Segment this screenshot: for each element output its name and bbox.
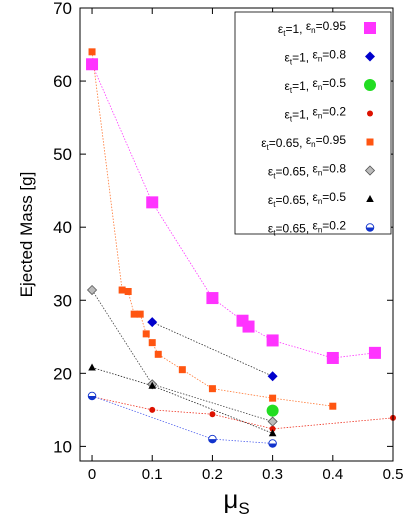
legend-marker <box>366 195 374 202</box>
legend-label: εt=0.65, εn=0.5 <box>268 190 346 209</box>
series-line-6 <box>91 367 273 434</box>
x-tick-label: 0.5 <box>383 466 404 483</box>
data-point-series-5 <box>86 284 98 296</box>
data-point-series-0 <box>368 346 381 359</box>
x-axis-label-subscript: S <box>238 499 249 518</box>
series-line-3 <box>91 396 394 430</box>
data-point-series-0 <box>86 58 99 71</box>
legend-label: εt=1, εn=0.8 <box>285 48 347 67</box>
legend-marker <box>364 22 376 34</box>
data-point-series-3 <box>209 411 216 418</box>
x-axis-label-main: μ <box>223 484 238 514</box>
data-point-series-4 <box>142 330 150 338</box>
legend-marker <box>364 79 376 91</box>
x-axis-label: μS <box>223 484 249 518</box>
y-tick-label: 10 <box>53 437 72 456</box>
legend-label: εt=1, εn=0.2 <box>285 105 347 124</box>
data-point-series-0 <box>206 292 219 305</box>
x-tick-label: 0.3 <box>262 466 283 483</box>
data-point-series-7 <box>87 391 97 401</box>
legend-marker <box>367 110 373 117</box>
data-point-series-4 <box>208 385 216 393</box>
data-point-series-1 <box>147 317 158 328</box>
series-markers <box>86 48 396 448</box>
legend-marker <box>365 223 375 232</box>
data-point-series-4 <box>329 402 337 410</box>
data-point-series-2 <box>266 404 279 417</box>
legend-label: εt=1, εn=0.95 <box>278 19 346 38</box>
data-point-series-6 <box>88 363 96 371</box>
legend-label: εt=0.65, εn=0.8 <box>268 162 346 181</box>
data-point-series-3 <box>149 406 156 413</box>
data-point-series-7 <box>268 439 277 448</box>
legend-marker <box>364 165 376 176</box>
y-axis-label: Ejected Mass [g] <box>17 172 36 298</box>
legend-label: εt=0.65, εn=0.95 <box>261 133 346 152</box>
data-point-series-4 <box>118 286 126 294</box>
data-point-series-3 <box>269 425 276 432</box>
data-point-series-4 <box>88 48 96 56</box>
legend: εt=1, εn=0.95 εt=1, εn=0.8 εt=1, εn=0.5 εt=… <box>234 11 392 238</box>
data-point-series-4 <box>154 350 162 358</box>
y-tick-label: 60 <box>53 72 72 91</box>
series-line-0 <box>91 64 375 359</box>
legend-label: εt=0.65, εn=0.2 <box>268 219 346 238</box>
y-tick-label: 50 <box>53 145 72 164</box>
data-point-series-0 <box>242 320 255 333</box>
data-point-series-1 <box>267 371 278 382</box>
data-point-series-6 <box>148 381 157 389</box>
series-line-7 <box>91 395 273 444</box>
legend-label: εt=1, εn=0.5 <box>285 76 347 95</box>
x-tick-label: 0 <box>88 466 96 483</box>
data-point-series-7 <box>208 434 217 444</box>
y-tick-label: 40 <box>53 218 72 237</box>
legend-box <box>234 11 392 235</box>
data-point-series-5 <box>267 416 278 427</box>
x-tick-label: 0.1 <box>142 466 163 483</box>
data-point-series-4 <box>124 287 132 295</box>
series-line-5 <box>91 289 273 422</box>
x-tick-label: 0.4 <box>322 466 343 483</box>
legend-marker <box>365 51 375 62</box>
series-line-1 <box>152 321 273 377</box>
x-tick-label: 0.2 <box>202 466 223 483</box>
legend-marker <box>366 138 374 146</box>
data-point-series-0 <box>326 351 339 364</box>
y-tick-label: 30 <box>53 291 72 310</box>
y-tick-label: 20 <box>53 364 72 383</box>
plot-frame <box>79 7 394 462</box>
data-point-series-4 <box>148 339 156 347</box>
y-tick-label: 70 <box>53 0 72 18</box>
data-point-series-4 <box>130 310 138 318</box>
data-point-series-6 <box>268 429 277 437</box>
data-point-series-4 <box>178 366 186 374</box>
axis-ticks: 0 0.1 0.2 0.3 0.4 0.5 10 20 30 40 50 60 70 <box>53 0 403 483</box>
data-point-series-0 <box>266 334 279 347</box>
data-point-series-0 <box>146 196 159 209</box>
series-line-4 <box>91 51 333 407</box>
data-point-series-4 <box>269 394 277 402</box>
data-point-series-4 <box>136 310 144 318</box>
